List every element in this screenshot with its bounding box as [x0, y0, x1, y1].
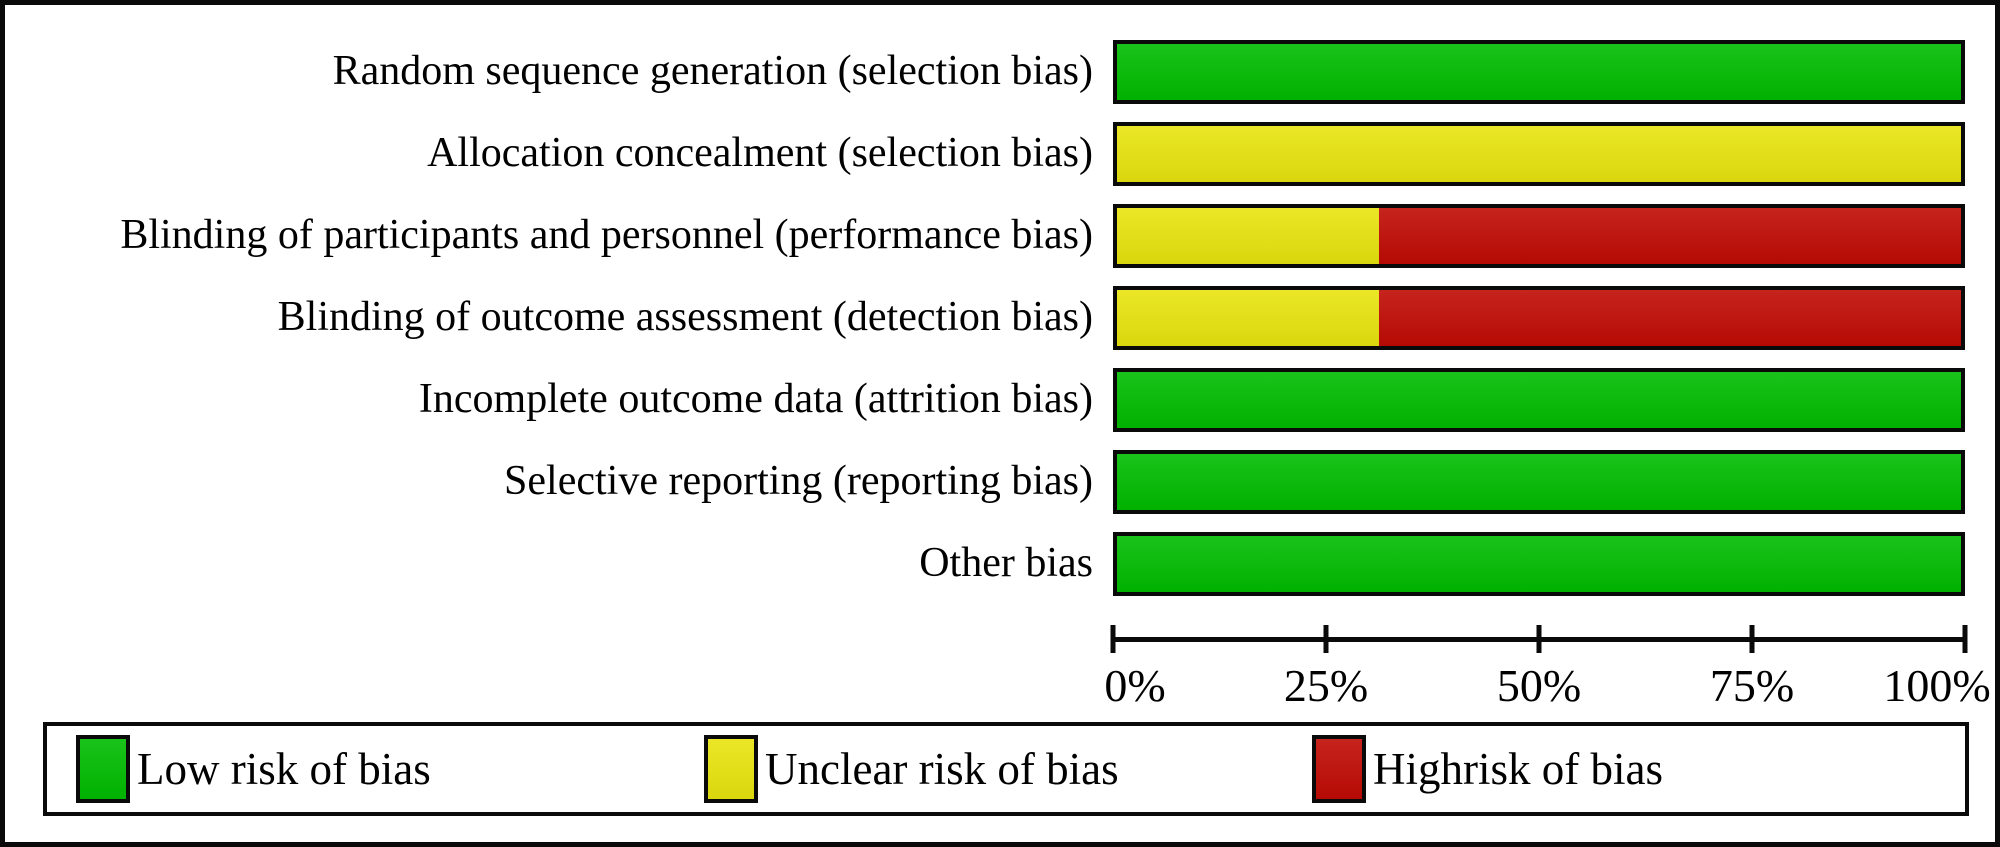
bar-track [1113, 40, 1965, 104]
axis-tick-label: 50% [1496, 660, 1582, 711]
legend-label: Unclear risk of bias [765, 744, 1119, 794]
bar-row: Blinding of participants and personnel (… [5, 204, 1995, 268]
axis-tick [1323, 625, 1329, 653]
unclear-risk-of-bias-swatch-icon [704, 735, 758, 803]
legend-item-unclear-risk-of-bias: Unclear risk of bias [704, 726, 1119, 812]
axis-tick-label: 100% [1883, 660, 1991, 711]
x-axis [1110, 625, 1968, 653]
bar-segment-low-risk-of-bias [1117, 536, 1961, 592]
bar-track [1113, 450, 1965, 514]
low-risk-of-bias-swatch-icon [76, 735, 130, 803]
bar-segment-unclear-risk-of-bias [1117, 290, 1379, 346]
bar-rows: Random sequence generation (selection bi… [5, 40, 1995, 614]
bar-track [1113, 122, 1965, 186]
legend-item-low-risk-of-bias: Low risk of bias [76, 726, 431, 812]
legend-label: Low risk of bias [137, 744, 431, 794]
bar-segment-unclear-risk-of-bias [1117, 208, 1379, 264]
legend-label: Highrisk of bias [1373, 744, 1663, 794]
bar-row: Random sequence generation (selection bi… [5, 40, 1995, 104]
bar-segment-highrisk-of-bias [1378, 208, 1961, 264]
bar-segment-low-risk-of-bias [1117, 372, 1961, 428]
axis-tick-label: 75% [1709, 660, 1795, 711]
bar-segment-low-risk-of-bias [1117, 454, 1961, 510]
category-label: Blinding of outcome assessment (detectio… [277, 294, 1093, 340]
axis-tick [1962, 625, 1968, 653]
x-axis-tick-labels: 0% 25% 50% 75% 100% [1104, 657, 1990, 719]
highrisk-of-bias-swatch-icon [1312, 735, 1366, 803]
legend: Low risk of bias Unclear risk of bias High… [43, 722, 1969, 816]
bar-segment-highrisk-of-bias [1378, 290, 1961, 346]
bar-row: Blinding of outcome assessment (detectio… [5, 286, 1995, 350]
category-label: Allocation concealment (selection bias) [427, 130, 1093, 176]
axis-tick-label: 0% [1104, 660, 1166, 711]
bar-track [1113, 368, 1965, 432]
bar-segment-unclear-risk-of-bias [1117, 126, 1961, 182]
category-label: Random sequence generation (selection bi… [332, 48, 1093, 94]
bar-track [1113, 204, 1965, 268]
category-label: Selective reporting (reporting bias) [504, 458, 1093, 504]
bar-row: Selective reporting (reporting bias) [5, 450, 1995, 514]
bar-row: Allocation concealment (selection bias) [5, 122, 1995, 186]
bar-row: Other bias [5, 532, 1995, 596]
axis-tick [1536, 625, 1542, 653]
bar-segment-low-risk-of-bias [1117, 44, 1961, 100]
axis-tick [1110, 625, 1116, 653]
axis-tick [1749, 625, 1755, 653]
legend-item-highrisk-of-bias: Highrisk of bias [1312, 726, 1663, 812]
bar-track [1113, 532, 1965, 596]
bar-row: Incomplete outcome data (attrition bias) [5, 368, 1995, 432]
category-label: Blinding of participants and personnel (… [120, 212, 1093, 258]
bar-track [1113, 286, 1965, 350]
category-label: Other bias [919, 540, 1093, 586]
axis-tick-label: 25% [1283, 660, 1369, 711]
category-label: Incomplete outcome data (attrition bias) [418, 376, 1093, 422]
